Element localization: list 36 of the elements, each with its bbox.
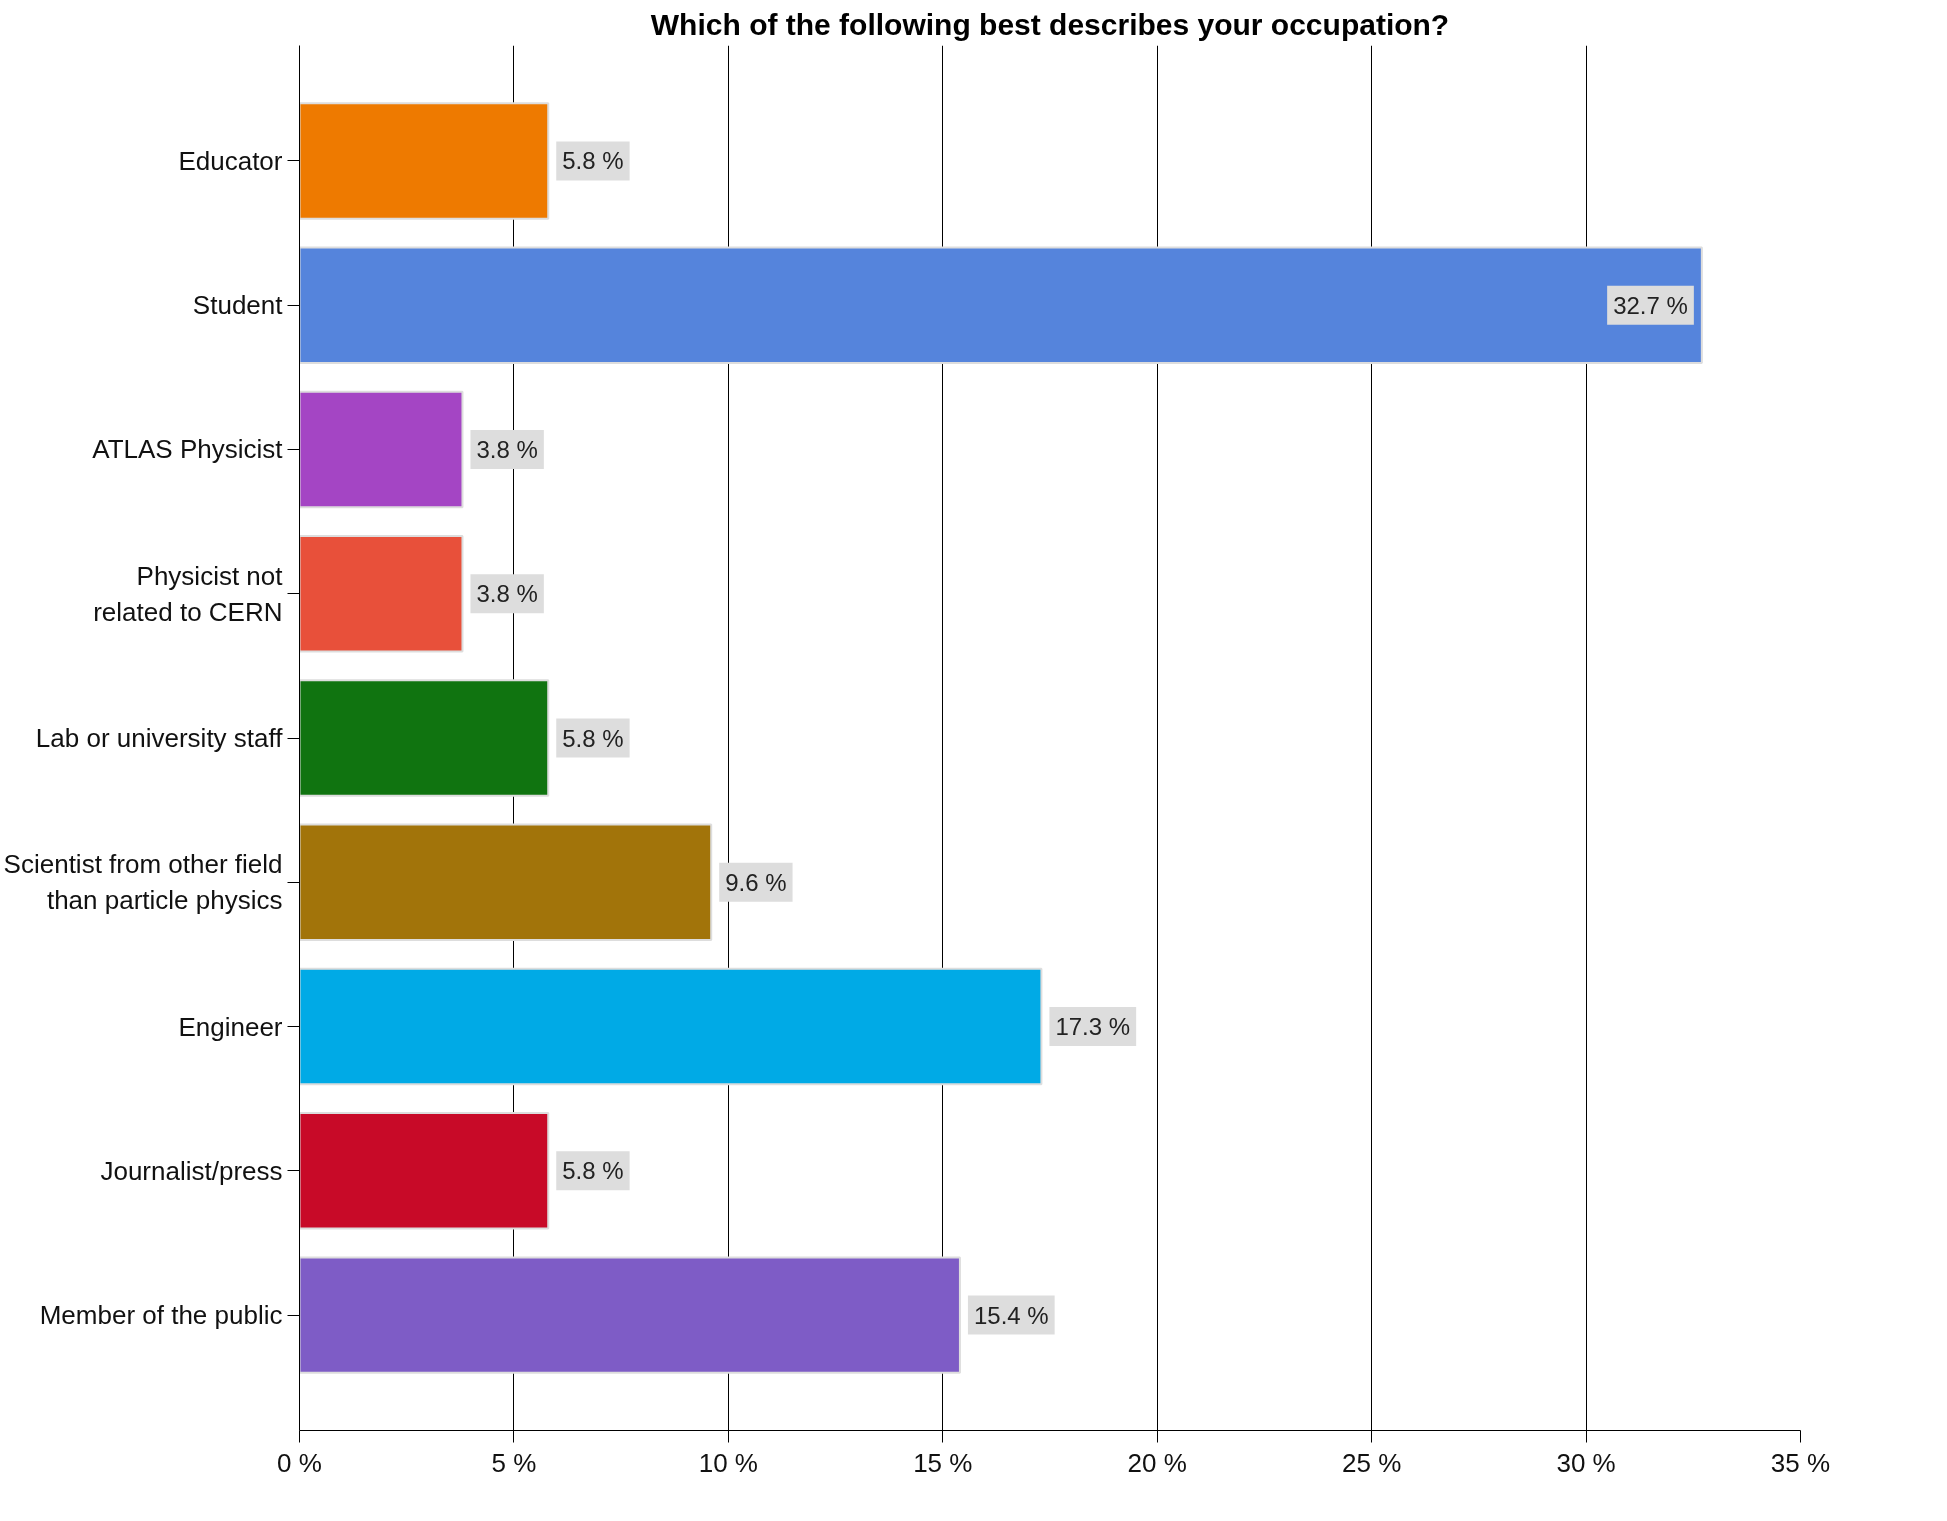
data-label: 32.7 % <box>1613 291 1688 319</box>
data-label: 9.6 % <box>725 868 787 896</box>
x-tick-label: 5 % <box>491 1447 537 1478</box>
x-tick-label: 25 % <box>1342 1447 1402 1478</box>
data-label: 5.8 % <box>562 1157 624 1185</box>
bar <box>299 679 550 797</box>
bar <box>299 246 1703 364</box>
bar <box>299 1112 550 1230</box>
y-tick-label: ATLAS Physicist <box>92 434 284 465</box>
bar <box>299 967 1043 1086</box>
bar <box>299 823 713 941</box>
bar <box>299 535 464 653</box>
data-label: 5.8 % <box>562 724 624 752</box>
x-tick-label: 10 % <box>698 1447 758 1478</box>
chart-title: Which of the following best describes your occupation? <box>650 7 1450 41</box>
bar <box>299 1256 961 1374</box>
x-tick-label: 35 % <box>1770 1447 1831 1478</box>
y-tick-label: Lab or university staff <box>35 723 284 753</box>
y-tick-label: Member of the public <box>39 1300 283 1331</box>
x-tick-label: 15 % <box>913 1447 973 1478</box>
y-tick-label: Educator <box>178 145 283 176</box>
data-label: 5.8 % <box>562 147 624 175</box>
y-tick-label: Student <box>192 290 284 321</box>
bar <box>299 102 550 220</box>
data-label: 3.8 % <box>476 580 538 608</box>
x-tick-label: 20 % <box>1127 1447 1187 1478</box>
data-label: 17.3 % <box>1055 1013 1131 1041</box>
y-tick-label: Physicist not related to CERN <box>93 560 284 627</box>
data-label: 3.8 % <box>476 435 538 463</box>
x-tick-label: 30 % <box>1556 1447 1616 1478</box>
y-tick-label: Journalist/press <box>100 1155 283 1186</box>
x-tick-label: 0 % <box>277 1447 322 1478</box>
y-tick-label: Scientist from other field than particle physics <box>3 849 283 916</box>
bar <box>299 390 464 509</box>
y-tick-label: Engineer <box>178 1011 283 1042</box>
data-label: 15.4 % <box>973 1301 1049 1329</box>
